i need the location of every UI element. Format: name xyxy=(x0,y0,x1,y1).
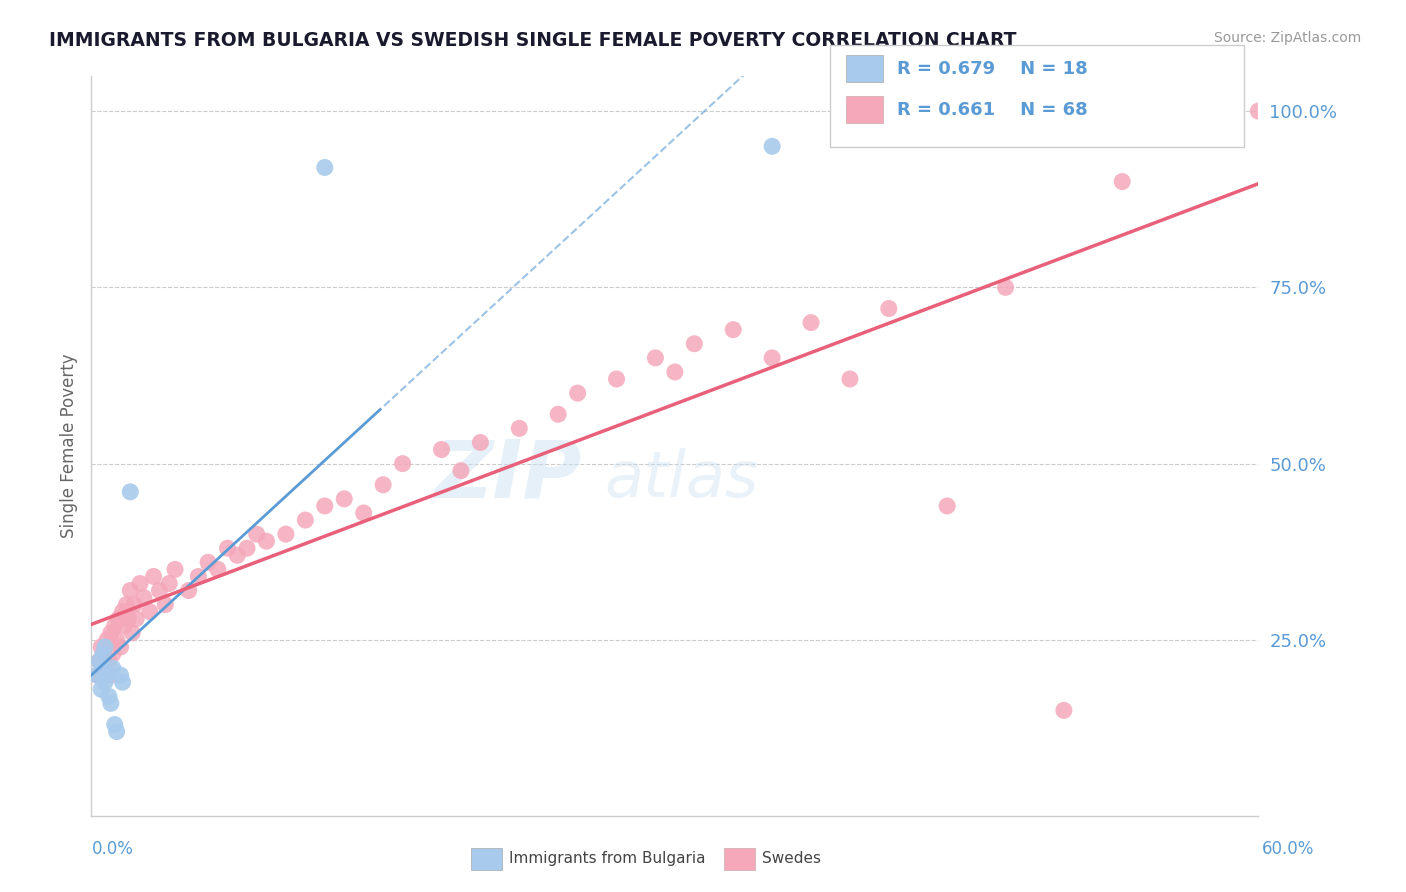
Point xyxy=(89,654,111,668)
Text: R = 0.661    N = 68: R = 0.661 N = 68 xyxy=(897,101,1088,119)
Point xyxy=(94,640,117,654)
Point xyxy=(236,541,259,556)
Point xyxy=(105,632,128,647)
Text: 60.0%: 60.0% xyxy=(1263,840,1315,858)
Point xyxy=(90,640,112,654)
Point xyxy=(606,372,628,386)
Point xyxy=(430,442,453,457)
Point xyxy=(877,301,900,316)
Point xyxy=(683,336,706,351)
Point xyxy=(226,549,249,563)
Point xyxy=(197,555,219,569)
Text: Immigrants from Bulgaria: Immigrants from Bulgaria xyxy=(509,852,706,866)
Point xyxy=(100,625,122,640)
Point xyxy=(994,280,1017,294)
Point xyxy=(90,682,112,697)
Point xyxy=(333,491,356,506)
Point xyxy=(217,541,239,556)
Point xyxy=(1247,104,1270,119)
Point xyxy=(86,668,108,682)
Point xyxy=(761,139,783,153)
Point xyxy=(936,499,959,513)
Point xyxy=(547,407,569,421)
Text: 0.0%: 0.0% xyxy=(91,840,134,858)
Point xyxy=(274,527,297,541)
Point xyxy=(157,576,180,591)
Point xyxy=(121,625,143,640)
Point xyxy=(142,569,165,583)
Point xyxy=(105,724,128,739)
Point xyxy=(91,647,114,661)
Y-axis label: Single Female Poverty: Single Female Poverty xyxy=(59,354,77,538)
Point xyxy=(1111,175,1133,189)
Point xyxy=(723,323,745,337)
Point xyxy=(94,675,117,690)
Point xyxy=(1150,125,1173,139)
Point xyxy=(838,372,860,386)
Point xyxy=(470,435,492,450)
Point xyxy=(155,598,177,612)
Point xyxy=(246,527,269,541)
Point xyxy=(114,619,136,633)
Point xyxy=(138,605,162,619)
Text: ZIP: ZIP xyxy=(434,436,582,515)
Point xyxy=(800,316,823,330)
Point xyxy=(664,365,686,379)
Point xyxy=(761,351,783,365)
Point xyxy=(314,161,336,175)
Point xyxy=(177,583,200,598)
Point xyxy=(86,668,108,682)
Point xyxy=(117,612,139,626)
Point xyxy=(294,513,316,527)
Point xyxy=(120,484,142,499)
Point xyxy=(450,464,472,478)
Point xyxy=(89,654,111,668)
Point xyxy=(94,661,117,675)
Point xyxy=(96,632,118,647)
Point xyxy=(256,534,278,549)
Point xyxy=(132,591,155,605)
Text: IMMIGRANTS FROM BULGARIA VS SWEDISH SINGLE FEMALE POVERTY CORRELATION CHART: IMMIGRANTS FROM BULGARIA VS SWEDISH SING… xyxy=(49,31,1017,50)
Point xyxy=(120,583,142,598)
Point xyxy=(104,619,127,633)
Text: Source: ZipAtlas.com: Source: ZipAtlas.com xyxy=(1213,31,1361,45)
Point xyxy=(371,477,394,491)
Point xyxy=(129,576,152,591)
Point xyxy=(1208,111,1230,125)
Point xyxy=(163,562,186,576)
Point xyxy=(101,661,124,675)
Point xyxy=(115,598,138,612)
Point xyxy=(97,690,120,704)
Point xyxy=(104,717,127,731)
Point xyxy=(1053,703,1076,717)
Point xyxy=(111,605,134,619)
Point xyxy=(125,612,148,626)
Point xyxy=(148,583,170,598)
Point xyxy=(353,506,375,520)
Point xyxy=(100,697,122,711)
Point xyxy=(107,612,129,626)
Point xyxy=(187,569,209,583)
Point xyxy=(122,598,145,612)
Point xyxy=(91,661,114,675)
Point xyxy=(91,647,114,661)
Point xyxy=(96,668,118,682)
Point xyxy=(391,457,413,471)
Point xyxy=(110,640,132,654)
Point xyxy=(110,668,132,682)
Point xyxy=(207,562,229,576)
Text: atlas: atlas xyxy=(605,449,759,510)
Point xyxy=(100,668,122,682)
Point xyxy=(644,351,666,365)
Point xyxy=(508,421,530,435)
Point xyxy=(101,647,124,661)
Point xyxy=(97,654,120,668)
Point xyxy=(111,675,134,690)
Text: R = 0.679    N = 18: R = 0.679 N = 18 xyxy=(897,60,1088,78)
Point xyxy=(567,386,589,401)
Text: Swedes: Swedes xyxy=(762,852,821,866)
Point xyxy=(314,499,336,513)
